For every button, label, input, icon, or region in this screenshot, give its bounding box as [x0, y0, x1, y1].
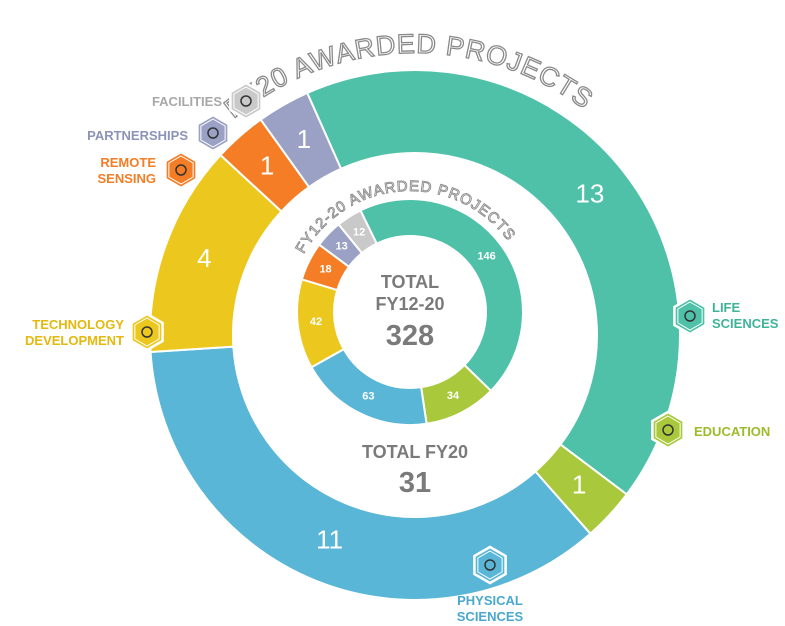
- total-label: FY12-20: [375, 294, 444, 314]
- category-icon-glyph: [684, 310, 696, 322]
- category-icon: [164, 150, 198, 190]
- category-label: LIFE SCIENCES: [712, 300, 779, 331]
- value-label: 1: [260, 150, 274, 180]
- total-label: TOTAL: [381, 272, 439, 292]
- value-label: 42: [310, 316, 322, 328]
- category-icon-inner: [233, 86, 259, 116]
- category-icon: [196, 113, 230, 153]
- category-icon: [229, 81, 263, 121]
- value-label: 63: [362, 391, 374, 403]
- category-icon: [473, 545, 507, 585]
- category-label: FACILITIES: [151, 94, 222, 109]
- value-label: 1: [297, 124, 311, 154]
- total-label: TOTAL FY20: [362, 442, 468, 462]
- category-icon: [673, 296, 707, 336]
- value-label: 18: [319, 263, 331, 275]
- value-label: 34: [447, 390, 460, 402]
- donut-segment: [310, 347, 428, 426]
- donut-segment: [149, 345, 592, 601]
- category-label: REMOTE SENSING: [97, 155, 156, 186]
- value-label: 4: [197, 243, 211, 273]
- category-label: EDUCATION: [694, 424, 771, 439]
- category-icon-inner: [655, 415, 681, 445]
- category-icon-glyph: [141, 326, 153, 338]
- donut-segment: [259, 91, 343, 189]
- category-icon-inner: [477, 550, 503, 580]
- value-label: 11: [316, 524, 343, 554]
- donut-segment: [305, 69, 681, 496]
- value-label: 1: [572, 470, 586, 500]
- category-icon-inner: [168, 155, 194, 185]
- total-value: 328: [386, 320, 434, 352]
- category-icon-inner: [134, 317, 160, 347]
- category-icon-inner: [200, 118, 226, 148]
- value-label: 13: [336, 241, 348, 253]
- category-icon-glyph: [484, 559, 496, 571]
- category-label: TECHNOLOGY DEVELOPMENT: [25, 317, 124, 348]
- category-label: PARTNERSHIPS: [87, 128, 188, 143]
- category-icon-glyph: [207, 127, 219, 139]
- category-icon-inner: [677, 301, 703, 331]
- value-label: 13: [575, 179, 604, 209]
- value-label: 146: [477, 251, 495, 263]
- donut-segment: [337, 209, 379, 255]
- value-label: 12: [353, 226, 365, 238]
- category-icon-glyph: [662, 424, 674, 436]
- total-value: 31: [399, 467, 431, 499]
- category-icon: [130, 312, 164, 352]
- category-icon-glyph: [240, 95, 252, 107]
- category-icon-glyph: [175, 164, 187, 176]
- category-icon: [651, 410, 685, 450]
- category-label: PHYSICAL SCIENCES: [456, 593, 524, 624]
- donut-segment: [359, 198, 525, 393]
